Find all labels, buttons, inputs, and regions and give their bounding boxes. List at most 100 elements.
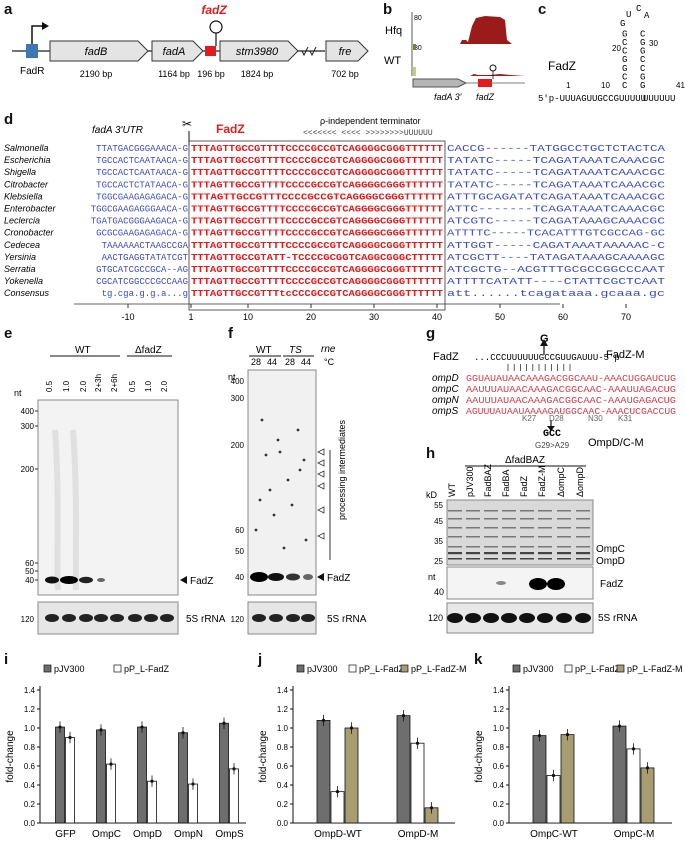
legend-swatch [616, 664, 625, 673]
svg-text:702 bp: 702 bp [331, 69, 359, 79]
svg-text:20: 20 [612, 44, 621, 53]
svg-text:nt: nt [428, 572, 436, 582]
promoter-arrow-icon [31, 25, 45, 44]
target-name: ompC [432, 384, 459, 395]
svg-text:28: 28 [285, 357, 295, 367]
post-sequence: TATATC-----TCAGATAAATCAAACGC [447, 168, 666, 178]
pre-sequence: TGATGACGGGAAGACA-G [91, 217, 188, 227]
data-point [429, 806, 434, 810]
fada-utr-label: fadA 3'UTR [92, 125, 143, 136]
bar-pJV300 [55, 726, 65, 824]
svg-text:fre: fre [339, 46, 352, 58]
processing-intermediates-label: processing intermediates [337, 419, 347, 520]
svg-text:30: 30 [649, 39, 658, 48]
species-label: Yokenella [4, 276, 43, 286]
panel-h-blots: ΔfadBAZ WT pJV300 FadBAZ FadBA FadZ FadZ-M Δom… [426, 455, 638, 634]
size-marker: 60 [25, 559, 34, 568]
category-label: OmpC [92, 829, 121, 840]
fadz-core-sequence: TTTAGTTGCCGTTTTCCCCGCCGTCAGGGGCGGGTTTTTT [191, 217, 444, 227]
fadz-band-label-f: FadZ [327, 573, 350, 584]
aa-k27: K27 [522, 414, 537, 423]
legend-swatch [400, 664, 409, 673]
pre-sequence: TGCCACTCAATAACA-G [96, 156, 188, 166]
legend-label: pP_L-FadZ [359, 664, 405, 674]
svg-text:G29>A29: G29>A29 [535, 441, 570, 450]
legend-label: pP_L-FadZ [124, 664, 170, 674]
data-point [191, 782, 195, 786]
panel-c-secondary-structure: FadZ 5'p-UUUAGUUGCCGUUUUU UUUUUU 1 10 20… [538, 4, 685, 104]
lane-label: 0.5 [45, 380, 54, 392]
y-tick-label: 0.8 [493, 743, 505, 752]
svg-text:fadB: fadB [85, 46, 108, 58]
alignment-tick: 1 [188, 312, 193, 322]
target-sequence: AAUUUAUAACAAAGACGGCAAC-AAAUGAGACUG [466, 396, 676, 406]
alignment-tick: 60 [558, 312, 568, 322]
bar-pJV300 [96, 729, 106, 824]
svg-text:fadZ: fadZ [476, 92, 495, 102]
alignment-tick: 40 [432, 312, 442, 322]
aa-d28: D28 [549, 414, 564, 423]
alignment-tick: -10 [121, 312, 134, 322]
data-point [551, 773, 556, 778]
y-axis-label: fold-change [474, 730, 485, 783]
size-marker: 400 [231, 377, 245, 386]
svg-text:40: 40 [434, 587, 444, 597]
stem-right-base: C [640, 29, 646, 39]
data-point [150, 779, 154, 783]
stem-left-base: G [622, 55, 627, 65]
data-point [58, 725, 62, 729]
size-marker: 300 [231, 394, 245, 403]
stem-left-base: C [622, 38, 628, 48]
size-marker: 40 [235, 573, 244, 582]
gel-lane-label: ΔompC [556, 466, 566, 497]
protein-gel [446, 499, 594, 566]
hfq-coverage [413, 16, 525, 44]
pre-sequence: TTATGACGGGAAACA-G [96, 144, 188, 154]
size-marker: 200 [21, 465, 35, 474]
svg-text:44: 44 [267, 357, 277, 367]
gene-fadZ [205, 46, 216, 56]
panel-label-c: c [538, 1, 546, 18]
pre-sequence: TGGCGAAGAGGGAACA-G [91, 205, 188, 215]
y-tick-label: 1.2 [277, 705, 289, 714]
data-point [222, 721, 226, 725]
fadz-feature [478, 79, 492, 87]
lane-label: 2+6h [110, 374, 119, 392]
data-point [645, 766, 650, 770]
loop-c: C [636, 4, 642, 14]
stem-right-base: C [640, 64, 646, 74]
track-hfq-label: Hfq [385, 25, 402, 37]
panel-label-d: d [4, 111, 13, 128]
post-sequence: CACCG------TATGGCCTGCTCTACTCA [447, 144, 666, 154]
lane-label: 2+3h [94, 374, 103, 392]
fadz-m-label: FadZ-M [606, 349, 645, 361]
legend-label: pP_L-FadZ [575, 664, 621, 674]
data-point [537, 734, 542, 738]
size-marker: 40 [25, 576, 34, 585]
post-sequence: ATTC-------TCAGATAAATCAAACGC [447, 205, 666, 215]
svg-text:°C: °C [324, 357, 335, 367]
northern-blot-e [37, 399, 179, 596]
svg-text:fadA 3': fadA 3' [434, 92, 462, 102]
svg-text:fadA: fadA [163, 46, 186, 58]
gel-lane-label: ΔompD [575, 466, 585, 497]
intermediate-marker-icon [317, 532, 325, 540]
svg-text:80: 80 [414, 45, 422, 52]
post-sequence: ATCGTC-----TCAGATAAAGCAAACGC [447, 217, 666, 227]
panel-g-pairing: G FadZ-M FadZ ...CCCUUUUUUGCCGUUGAUUU-5'… [432, 333, 676, 450]
fadz-northern-h [446, 566, 594, 600]
panel-d-alignment: fadA 3'UTR FadZ ρ-independent terminator… [4, 116, 666, 322]
fadz-core-sequence: TTTAGTTGCCGTTTTCCCCGCCGTCAGGGGCGGGTTTTTT [191, 205, 444, 215]
loop-u: U [626, 10, 631, 20]
svg-text:WT: WT [256, 345, 272, 356]
stem-left-base: C [622, 81, 628, 91]
species-label: Salmonella [4, 143, 49, 153]
data-point [99, 728, 103, 732]
bar-pP_L-FadZ-M [640, 767, 655, 824]
y-tick-label: 0.2 [24, 800, 36, 809]
bar-pJV300 [316, 720, 331, 824]
target-name: ompD [432, 373, 459, 384]
mutant-base: G [540, 333, 549, 345]
gel-lane-label: FadBAZ [483, 463, 493, 497]
